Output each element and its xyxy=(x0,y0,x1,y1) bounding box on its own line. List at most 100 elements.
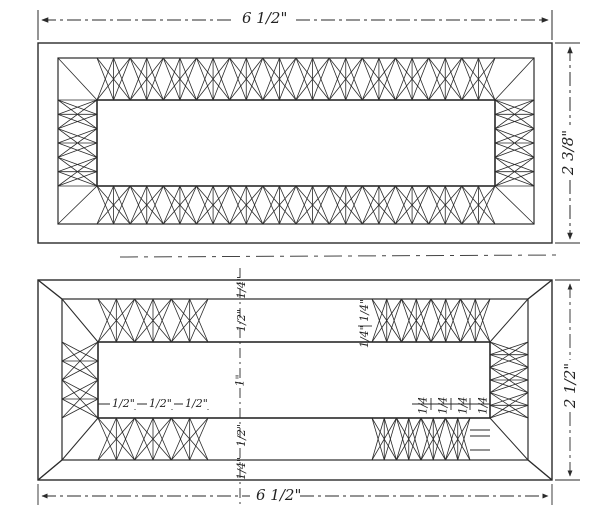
bottom-row-chip xyxy=(395,185,413,225)
top-row-chip xyxy=(245,57,264,101)
top-row-chip xyxy=(444,57,463,101)
bottom-row-chip xyxy=(411,185,430,225)
unit-label-left-1: 1/2" xyxy=(110,397,137,410)
bottom-outer-border xyxy=(37,279,553,481)
bottom-right-column-chip xyxy=(489,366,529,381)
unit-label-left-3: 1/2" xyxy=(183,397,210,410)
bottom-bottom-right-chip xyxy=(457,417,471,461)
right-column-chip xyxy=(494,156,535,173)
separator-line xyxy=(119,254,561,258)
bottom-row-chip xyxy=(461,185,479,225)
bottom-margin-label: 1/4" xyxy=(234,457,248,480)
corner-chip xyxy=(57,185,98,225)
bottom-top-right-chip xyxy=(445,298,461,343)
top-row-chip xyxy=(378,57,396,101)
bottom-row-chip xyxy=(361,185,380,225)
corner-chip xyxy=(494,185,535,225)
right-column-chip xyxy=(494,128,535,144)
bottom-bottom-right-chip xyxy=(396,417,410,461)
top-row-chip xyxy=(279,57,297,101)
bottom-row-chip xyxy=(146,185,164,225)
band-bottom-label: 1/2" xyxy=(234,424,248,447)
top-row-chip xyxy=(262,57,280,101)
top-panel xyxy=(37,42,553,244)
bottom-row-chip xyxy=(162,185,181,225)
bottom-row-chip xyxy=(96,185,114,225)
bottom-row-chip xyxy=(428,185,446,225)
bottom-top-left-chip xyxy=(97,298,117,343)
left-column-chip xyxy=(57,156,98,173)
top-height-label: 2 3/8" xyxy=(559,129,578,176)
bottom-row-chip xyxy=(478,185,496,225)
right-column-chip xyxy=(494,113,535,130)
top-row-chip xyxy=(295,57,313,101)
bottom-bottom-left-chip xyxy=(152,417,172,461)
bottom-row-chip xyxy=(345,185,363,225)
top-row-chip xyxy=(395,57,413,101)
bottom-bottom-right-chip xyxy=(383,417,397,461)
center-label: 1" xyxy=(233,374,247,387)
bottom-row-chip xyxy=(179,185,197,225)
bottom-right-column-chip xyxy=(489,404,529,419)
top-row-chip xyxy=(146,57,164,101)
bottom-top-left-chip xyxy=(152,298,172,343)
bottom-bottom-left-chip xyxy=(170,417,191,461)
bottom-top-left-chip xyxy=(170,298,191,343)
bottom-row-chip xyxy=(229,185,247,225)
top-row-chip xyxy=(113,57,131,101)
unit-label-right-4: 1/4 xyxy=(476,396,490,415)
right-column-chip xyxy=(494,99,535,115)
inner-band-label: 1/4" 1/4" xyxy=(358,298,372,349)
bottom-row-chip xyxy=(196,185,214,225)
unit-label-right-2: 1/4 xyxy=(436,396,450,415)
bottom-chip-carving xyxy=(61,298,529,461)
top-width-label: 6 1/2" xyxy=(242,9,288,27)
bottom-right-column-chip xyxy=(489,341,529,356)
bottom-height-label: 2 1/2" xyxy=(561,362,580,409)
bottom-panel xyxy=(37,279,553,481)
bottom-left-column-chip xyxy=(61,360,99,381)
bottom-row-chip xyxy=(378,185,396,225)
top-row-chip xyxy=(162,57,181,101)
bottom-left-column-chip xyxy=(61,341,99,362)
bottom-row-chip xyxy=(129,185,148,225)
bottom-bottom-left-chip xyxy=(189,417,209,461)
bottom-right-column-chip xyxy=(489,354,529,368)
top-row-chip xyxy=(129,57,148,101)
top-outer-border xyxy=(37,42,553,244)
top-row-chip xyxy=(345,57,363,101)
top-dimensions xyxy=(37,10,580,244)
top-row-chip xyxy=(428,57,446,101)
top-chip-carving xyxy=(57,57,535,225)
bottom-row-chip xyxy=(245,185,264,225)
bottom-row-chip xyxy=(212,185,231,225)
top-band-outer xyxy=(57,57,535,225)
top-row-chip xyxy=(411,57,430,101)
top-row-chip xyxy=(478,57,496,101)
bottom-row-chip xyxy=(295,185,313,225)
bottom-top-right-chip xyxy=(460,298,476,343)
bottom-left-column-chip xyxy=(61,379,99,400)
top-margin-label: 1/4" xyxy=(234,276,248,299)
bottom-row-chip xyxy=(444,185,463,225)
bottom-top-left-chip xyxy=(189,298,209,343)
bottom-row-chip xyxy=(262,185,280,225)
bottom-width-label: 6 1/2" xyxy=(256,486,302,504)
bottom-bottom-right-chip xyxy=(445,417,459,461)
top-row-chip xyxy=(328,57,347,101)
bottom-top-right-chip xyxy=(415,298,432,343)
right-column-chip xyxy=(494,171,535,187)
top-row-chip xyxy=(461,57,479,101)
bottom-right-column-chip xyxy=(489,379,529,394)
bottom-bottom-left-chip xyxy=(115,417,136,461)
top-row-chip xyxy=(212,57,231,101)
left-column-chip xyxy=(57,128,98,144)
left-column-chip xyxy=(57,113,98,130)
corner-chip xyxy=(57,57,98,101)
bottom-left-column-chip xyxy=(61,398,99,419)
bottom-row-chip xyxy=(312,185,330,225)
left-column-chip xyxy=(57,171,98,187)
bottom-bottom-right-chip xyxy=(408,417,422,461)
bottom-top-right-chip xyxy=(430,298,447,343)
